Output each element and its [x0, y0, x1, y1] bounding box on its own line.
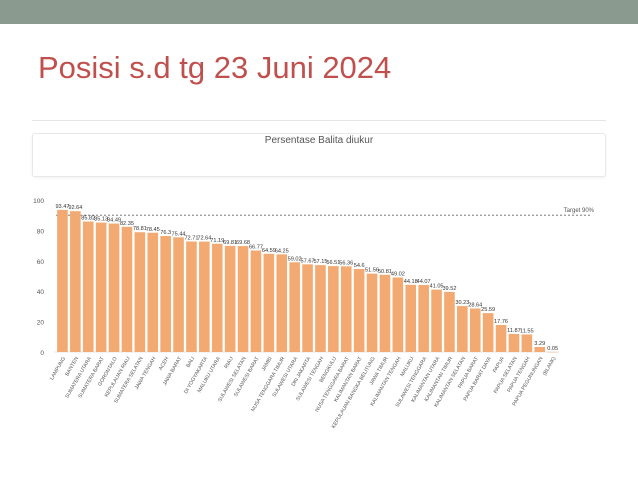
- data-label: 64.59: [262, 248, 276, 254]
- data-label: 82.35: [120, 221, 134, 227]
- data-label: 0.05: [547, 346, 558, 352]
- target-label: Target 90%: [564, 208, 595, 214]
- bar: [340, 266, 352, 352]
- data-label: 44.18: [404, 279, 418, 285]
- bar: [521, 334, 533, 352]
- data-label: 56.51: [326, 260, 340, 266]
- data-label: 54.6: [354, 263, 365, 269]
- bar: [405, 284, 417, 352]
- bar: [482, 313, 494, 352]
- data-label: 30.23: [455, 300, 469, 306]
- bar: [302, 264, 313, 352]
- bar: [237, 246, 249, 352]
- top-bar: [0, 0, 638, 24]
- data-label: 17.76: [494, 319, 508, 325]
- bar: [444, 291, 455, 352]
- data-label: 64.25: [275, 248, 289, 254]
- data-label: 11.87: [507, 328, 521, 334]
- bar: [95, 222, 107, 352]
- data-label: 84.49: [107, 218, 121, 224]
- data-label: 71.19: [210, 238, 224, 244]
- bar: [315, 265, 326, 352]
- data-label: 85.82: [81, 216, 95, 222]
- bar: [250, 250, 262, 352]
- x-tick-label: RIAU: [223, 356, 235, 370]
- data-label: 78.81: [133, 226, 147, 232]
- data-label: 72.64: [197, 236, 211, 242]
- data-label: 25.59: [481, 307, 495, 313]
- bar: [147, 232, 159, 352]
- data-label: 56.36: [339, 260, 353, 266]
- data-label: 72.71: [184, 235, 198, 241]
- data-label: 3.29: [534, 341, 545, 347]
- data-label: 93.47: [55, 204, 69, 210]
- y-tick-label: 60: [37, 259, 45, 266]
- data-label: 69.68: [236, 240, 250, 246]
- data-label: 41.05: [430, 284, 444, 290]
- data-label: 49.02: [391, 271, 405, 277]
- data-label: 59.02: [288, 256, 302, 262]
- bar: [57, 209, 68, 352]
- slide-title: Posisi s.d tg 23 Juni 2024: [38, 50, 392, 85]
- bar: [160, 236, 171, 352]
- x-tick-label: LAMPUNG: [49, 356, 67, 381]
- y-tick-label: 0: [40, 350, 44, 357]
- chart-header: [32, 133, 606, 177]
- bar: [134, 232, 146, 352]
- data-label: 28.64: [468, 302, 482, 308]
- bar: [418, 285, 429, 352]
- bar: [495, 325, 507, 352]
- chart-title: Persentase Balita diukur: [264, 135, 374, 146]
- data-label: 75.44: [172, 231, 186, 237]
- bar: [379, 274, 391, 352]
- data-label: 85.13: [94, 217, 108, 223]
- bar: [70, 211, 81, 352]
- data-label: 57.67: [301, 258, 315, 264]
- bar: [276, 254, 288, 352]
- bar: [224, 245, 236, 352]
- data-label: 69.81: [223, 240, 237, 246]
- x-tick-label: BALI: [185, 356, 196, 369]
- data-label: 39.52: [442, 286, 456, 292]
- data-label: 92.64: [68, 205, 82, 211]
- bar: [289, 262, 300, 352]
- bar-chart: 0 20 40 60 80 100 Target 90% 93.47 LAMPUNG 92.64 B…: [33, 198, 595, 430]
- bar: [353, 269, 365, 352]
- x-tick-label: ACEH: [158, 356, 171, 372]
- data-label: 11.55: [520, 328, 534, 334]
- bar: [328, 266, 339, 352]
- bar: [211, 243, 223, 352]
- data-label: 57.15: [313, 259, 327, 265]
- data-label: 44.07: [417, 279, 431, 285]
- data-label: 78.45: [146, 227, 160, 233]
- y-tick-label: 80: [37, 228, 45, 235]
- bar: [469, 308, 481, 352]
- bar: [108, 223, 120, 352]
- bar: [121, 226, 133, 352]
- bar: [173, 237, 184, 352]
- data-label: 51.56: [365, 268, 379, 274]
- data-label: 76.3: [160, 230, 171, 236]
- bar: [508, 333, 520, 352]
- bar: [392, 277, 404, 352]
- bar: [431, 289, 442, 352]
- data-label: 66.77: [249, 245, 263, 251]
- x-tick-label: JAMBI: [261, 356, 274, 372]
- bar: [534, 346, 546, 352]
- data-label: 50.81: [378, 269, 392, 275]
- y-tick-label: 40: [37, 289, 45, 296]
- y-tick-label: 100: [33, 198, 44, 205]
- bar: [186, 241, 197, 352]
- bar: [82, 221, 94, 352]
- bar: [366, 273, 378, 352]
- y-tick-label: 20: [37, 320, 45, 327]
- bar: [199, 241, 210, 352]
- bar: [457, 306, 468, 352]
- bar: [263, 253, 275, 352]
